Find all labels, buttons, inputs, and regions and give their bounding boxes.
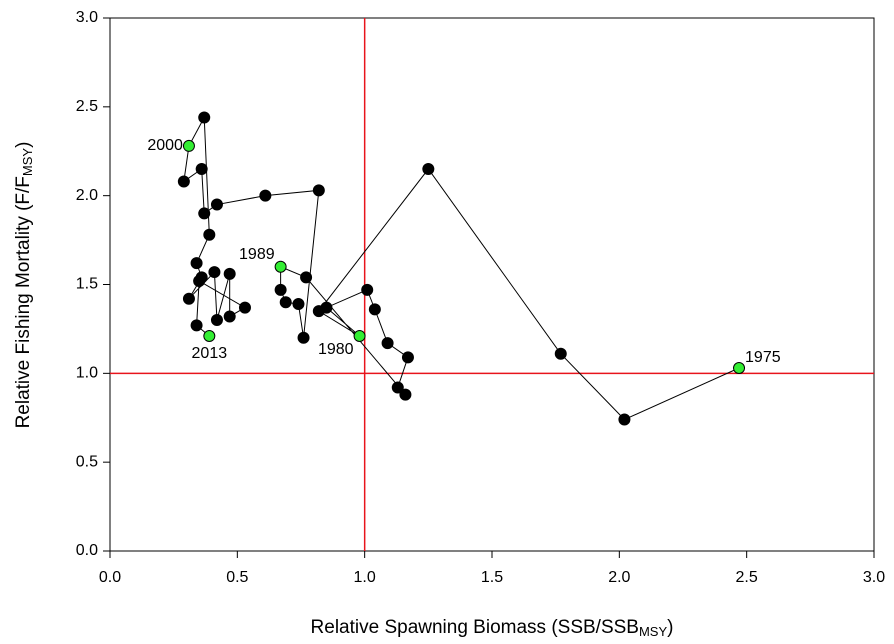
- data-point: [223, 267, 236, 280]
- x-tick-label: 3.0: [863, 569, 885, 586]
- data-point: [190, 319, 203, 332]
- y-tick-label: 1.0: [76, 365, 98, 382]
- trajectory-line: [183, 115, 740, 421]
- x-tick-label: 1.5: [481, 569, 503, 586]
- point-label: 1975: [745, 349, 781, 366]
- data-point: [381, 337, 394, 350]
- data-point: [274, 260, 287, 273]
- x-title-end: ): [667, 617, 673, 638]
- y-title-end: ): [13, 142, 34, 148]
- y-tick-label: 3.0: [76, 9, 98, 26]
- data-point: [210, 198, 223, 211]
- y-tick-label: 0.0: [76, 542, 98, 559]
- data-point: [554, 347, 567, 360]
- x-tick-label: 0.5: [226, 569, 248, 586]
- y-tick-label: 2.0: [76, 187, 98, 204]
- data-point: [274, 283, 287, 296]
- data-point: [279, 296, 292, 309]
- x-tick-label: 2.0: [608, 569, 630, 586]
- x-tick-label: 2.5: [736, 569, 758, 586]
- data-point: [208, 266, 221, 279]
- x-title-main: Relative Spawning Biomass (SSB/SSB: [311, 617, 639, 638]
- point-label: 2000: [147, 137, 183, 154]
- data-point: [223, 310, 236, 323]
- data-point: [203, 228, 216, 241]
- y-tick-label: 2.5: [76, 98, 98, 115]
- data-point: [190, 257, 203, 270]
- point-label: 1989: [239, 246, 275, 263]
- y-title-sub: MSY: [20, 148, 35, 177]
- data-point: [361, 283, 374, 296]
- data-point: [177, 175, 190, 188]
- y-tick-label: 0.5: [76, 453, 98, 470]
- data-point: [203, 330, 216, 343]
- data-point: [182, 292, 195, 305]
- data-point: [297, 331, 310, 344]
- data-point: [259, 189, 272, 202]
- data-point: [733, 362, 746, 375]
- x-axis-title: Relative Spawning Biomass (SSB/SSBMSY): [311, 617, 674, 639]
- data-point: [198, 207, 211, 220]
- data-point: [312, 184, 325, 197]
- data-point: [320, 301, 333, 314]
- data-point: [300, 271, 313, 284]
- data-point: [292, 298, 305, 311]
- data-point: [422, 163, 435, 176]
- data-point: [618, 413, 631, 426]
- data-point: [368, 303, 381, 316]
- point-label: 2013: [192, 345, 228, 362]
- data-point: [353, 330, 366, 343]
- data-point: [198, 111, 211, 124]
- data-point: [195, 163, 208, 176]
- y-axis-title: Relative Fishing Mortality (F/FMSY): [13, 142, 35, 429]
- data-point: [193, 274, 206, 287]
- data-point: [210, 314, 223, 327]
- point-label: 1980: [318, 341, 354, 358]
- y-tick-label: 1.5: [76, 276, 98, 293]
- data-point: [401, 351, 414, 364]
- x-tick-label: 0.0: [99, 569, 121, 586]
- data-point: [399, 388, 412, 401]
- plot-frame: [109, 17, 875, 552]
- x-tick-label: 1.0: [354, 569, 376, 586]
- data-point: [182, 139, 195, 152]
- data-point: [238, 301, 251, 314]
- data-point: [391, 381, 404, 394]
- x-title-sub: MSY: [639, 624, 668, 639]
- y-title-main: Relative Fishing Mortality (F/F: [13, 176, 34, 428]
